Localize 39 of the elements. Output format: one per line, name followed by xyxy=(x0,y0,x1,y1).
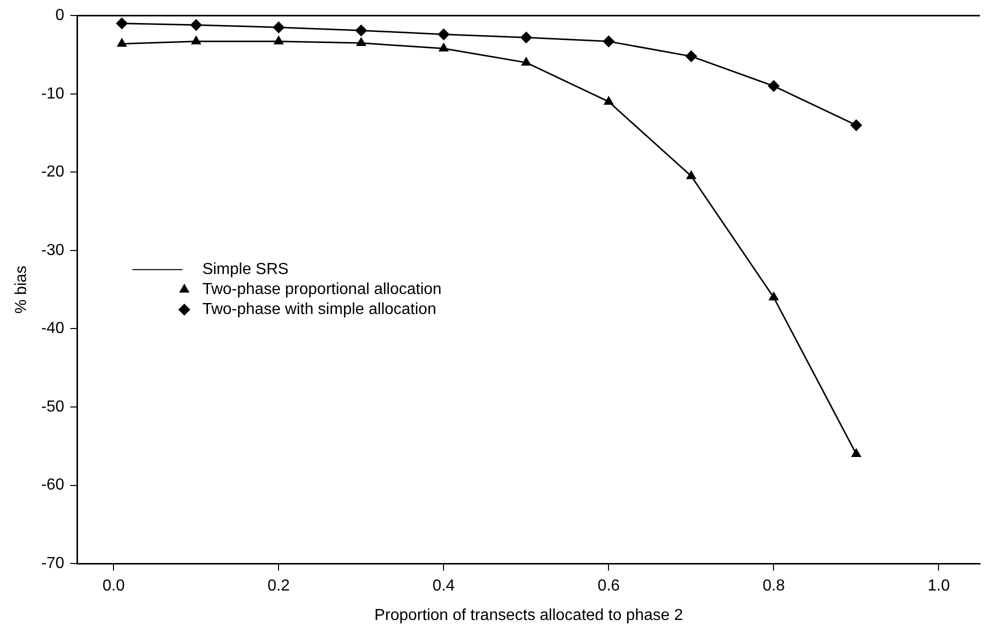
legend-label: Simple SRS xyxy=(202,261,289,278)
y-tick-label: -10 xyxy=(41,85,64,102)
point xyxy=(190,18,202,31)
point xyxy=(602,35,615,48)
point xyxy=(850,119,862,132)
y-tick-label: -40 xyxy=(41,320,64,338)
point xyxy=(273,35,284,44)
point xyxy=(438,42,449,52)
point xyxy=(604,96,614,105)
y-tick-label: -60 xyxy=(41,476,64,494)
x-tick-label: 0.8 xyxy=(762,578,785,595)
point xyxy=(438,28,450,40)
y-tick-label: -20 xyxy=(41,164,64,181)
point xyxy=(851,448,862,457)
legend-label: Two-phase with simple allocation xyxy=(202,301,436,318)
point xyxy=(768,291,779,300)
x-tick-label: 1.0 xyxy=(928,578,950,595)
y-tick-label: 0 xyxy=(55,7,64,24)
x-tick-label: 0.4 xyxy=(432,578,455,595)
y-tick-label: -70 xyxy=(41,555,64,572)
point xyxy=(355,24,368,36)
point xyxy=(116,38,128,47)
y-tick-label: -50 xyxy=(41,398,64,416)
x-tick-label: 0.6 xyxy=(598,578,620,595)
point xyxy=(520,32,532,44)
legend-label: Two-phase proportional allocation xyxy=(202,281,442,298)
point xyxy=(520,56,532,66)
x-tick-label: 0.2 xyxy=(268,578,290,595)
point xyxy=(272,21,285,34)
point xyxy=(768,80,780,92)
point xyxy=(686,170,696,180)
y-tick-label: -30 xyxy=(41,242,64,259)
x-tick-label: 0.0 xyxy=(102,578,125,595)
point xyxy=(190,35,202,44)
y-axis-title: % bias xyxy=(13,266,30,314)
x-axis-title: Proportion of transects allocated to phase 2 xyxy=(374,606,684,624)
point xyxy=(356,37,366,46)
point xyxy=(116,17,128,30)
point xyxy=(685,50,698,62)
